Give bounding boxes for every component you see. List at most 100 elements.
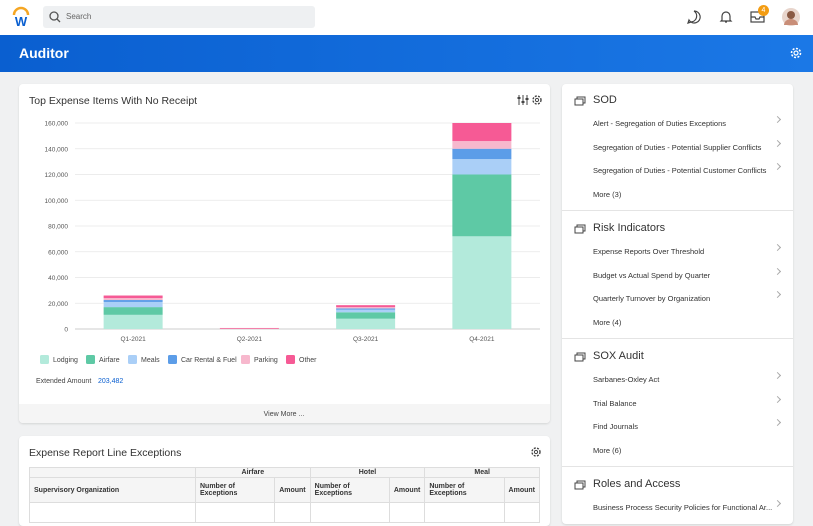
exceptions-table: Airfare Hotel Meal Supervisory Organizat…: [29, 467, 540, 523]
chevron: [774, 372, 781, 379]
chevron: [774, 244, 781, 251]
section-divider: [562, 338, 793, 339]
legend-label: Airfare: [99, 357, 120, 364]
y-tick-label: 60,000: [48, 249, 68, 256]
section-title: Risk Indicators: [593, 222, 665, 234]
section-link[interactable]: Segregation of Duties - Potential Suppli…: [593, 143, 761, 152]
summary-value[interactable]: 203,482: [98, 378, 123, 385]
search-box[interactable]: Search: [43, 6, 315, 28]
column-header: Number of Exceptions: [310, 478, 389, 503]
chart-card: Top Expense Items With No Receipt View M…: [19, 84, 550, 423]
legend-label: Parking: [254, 357, 278, 364]
column-header: Amount: [504, 478, 539, 503]
bar-segment: [336, 307, 395, 308]
y-tick-label: 80,000: [48, 224, 68, 231]
bar-segment: [220, 328, 279, 329]
column-header: Amount: [389, 478, 424, 503]
avatar[interactable]: [782, 7, 800, 27]
section-title: SOD: [593, 94, 617, 106]
column-header: Supervisory Organization: [30, 478, 196, 503]
section-link[interactable]: Budget vs Actual Spend by Quarter: [593, 271, 710, 280]
sidebar-card: SOD Alert - Segregation of Duties Excepti…: [562, 84, 793, 524]
bar-segment: [336, 310, 395, 313]
chevron: [774, 116, 781, 123]
header-cell: [30, 468, 196, 478]
icon-shape: [575, 99, 583, 105]
notification-badge: 4: [758, 5, 769, 16]
chevron: [774, 500, 781, 507]
chevron: [774, 291, 781, 298]
settings-icon[interactable]: [789, 46, 803, 60]
section-link[interactable]: More (6): [593, 446, 621, 455]
section-link[interactable]: Sarbanes-Oxley Act: [593, 375, 659, 384]
section-link[interactable]: Trial Balance: [593, 399, 637, 408]
section-icon: [574, 224, 586, 234]
column-header: Number of Exceptions: [425, 478, 504, 503]
y-tick-label: 20,000: [48, 301, 68, 308]
legend-swatch: [241, 355, 250, 364]
bar-segment: [104, 296, 163, 299]
group-header: Meal: [425, 468, 540, 478]
bar-segment: [336, 308, 395, 309]
group-header: Airfare: [196, 468, 311, 478]
bar-segment: [336, 319, 395, 329]
y-tick-label: 160,000: [45, 121, 69, 128]
x-tick-label: Q2-2021: [237, 336, 263, 343]
section-title: Roles and Access: [593, 478, 680, 490]
summary-label: Extended Amount: [36, 378, 91, 385]
bar-segment: [452, 236, 511, 329]
search-placeholder: Search: [66, 12, 91, 21]
legend-label: Lodging: [53, 357, 78, 364]
legend-label: Other: [299, 357, 317, 364]
logo[interactable]: W: [11, 6, 31, 28]
section-divider: [562, 466, 793, 467]
y-tick-label: 0: [64, 327, 68, 334]
bar-segment: [104, 298, 163, 300]
table-settings-icon[interactable]: [530, 446, 542, 458]
chart-title: Top Expense Items With No Receipt: [29, 95, 197, 107]
x-tick-label: Q1-2021: [120, 336, 146, 343]
legend-swatch: [286, 355, 295, 364]
bar-segment: [104, 315, 163, 329]
section-icon: [574, 480, 586, 490]
chevron: [774, 267, 781, 274]
bar-segment: [452, 123, 511, 141]
section-link[interactable]: Alert - Segregation of Duties Exceptions: [593, 119, 726, 128]
view-more-link[interactable]: View More ...: [264, 411, 305, 418]
chart-settings-icon[interactable]: [533, 96, 541, 104]
chat-icon[interactable]: [686, 9, 702, 25]
search-icon: [49, 11, 61, 23]
chevron: [774, 395, 781, 402]
section-link[interactable]: Segregation of Duties - Potential Custom…: [593, 166, 766, 175]
top-bar: W Search 4: [0, 0, 813, 35]
section-link[interactable]: Expense Reports Over Threshold: [593, 247, 704, 256]
section-link[interactable]: More (3): [593, 190, 621, 199]
section-link[interactable]: Quarterly Turnover by Organization: [593, 294, 710, 303]
section-link[interactable]: More (4): [593, 318, 621, 327]
chevron: [774, 163, 781, 170]
bar-segment: [104, 300, 163, 302]
y-tick-label: 140,000: [45, 146, 69, 153]
filter-icon[interactable]: [518, 95, 529, 105]
bar-segment: [452, 175, 511, 237]
bar-segment: [104, 307, 163, 315]
page-title: Auditor: [19, 45, 69, 61]
section-title: SOX Audit: [593, 350, 644, 362]
column-header: Number of Exceptions: [196, 478, 275, 503]
x-tick-label: Q3-2021: [353, 336, 379, 343]
table-title: Expense Report Line Exceptions: [29, 447, 181, 459]
bell-icon[interactable]: [719, 9, 733, 25]
y-tick-label: 40,000: [48, 275, 68, 282]
legend-label: Car Rental & Fuel: [181, 357, 237, 364]
svg-text:W: W: [15, 14, 28, 28]
section-link[interactable]: Find Journals: [593, 422, 638, 431]
legend-swatch: [86, 355, 95, 364]
bar-segment: [336, 305, 395, 307]
chevron: [774, 419, 781, 426]
legend-swatch: [40, 355, 49, 364]
chart: Top Expense Items With No Receipt View M…: [19, 84, 550, 423]
group-header: Hotel: [310, 468, 425, 478]
column-header: Amount: [275, 478, 310, 503]
icon-shape: [575, 355, 583, 361]
y-tick-label: 120,000: [45, 172, 69, 179]
